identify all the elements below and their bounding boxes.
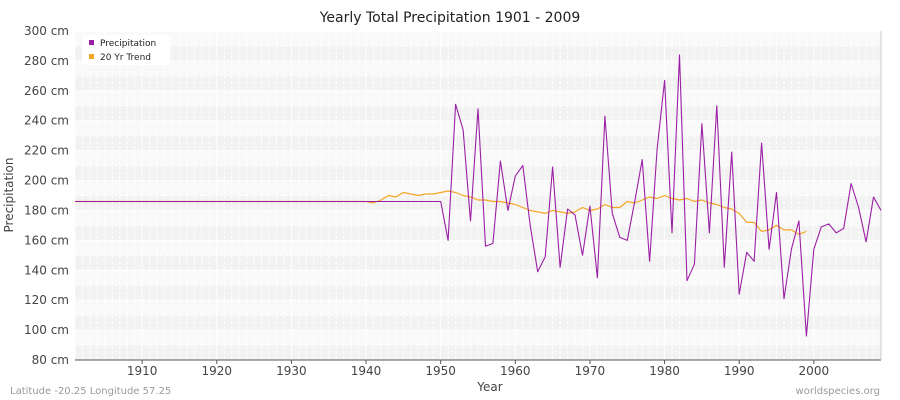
y-tick-label: 100 cm	[24, 323, 69, 337]
series-line-precipitation	[75, 54, 882, 337]
legend: Precipitation 20 Yr Trend	[82, 35, 170, 65]
x-tick-label: 1940	[351, 364, 382, 378]
y-tick-label: 160 cm	[24, 233, 69, 247]
y-tick-label: 280 cm	[24, 54, 69, 68]
x-tick-label: 1960	[500, 364, 531, 378]
legend-swatch-trend	[89, 54, 94, 59]
y-tick-label: 120 cm	[24, 293, 69, 307]
x-tick-label: 2000	[799, 364, 830, 378]
x-tick-label: 1910	[127, 364, 158, 378]
x-axis-label: Year	[476, 380, 502, 394]
legend-swatch-precipitation	[89, 40, 94, 45]
y-tick-label: 200 cm	[24, 174, 69, 188]
y-tick-label: 140 cm	[24, 263, 69, 277]
footer-coordinates: Latitude -20.25 Longitude 57.25	[10, 386, 171, 397]
y-axis-ticks: 80 cm 100 cm 120 cm 140 cm 160 cm 180 cm 200 c…	[24, 24, 69, 367]
series-group	[75, 54, 882, 337]
legend-label-precipitation: Precipitation	[100, 39, 156, 49]
x-tick-label: 1970	[575, 364, 606, 378]
y-tick-label: 220 cm	[24, 144, 69, 158]
x-tick-label: 1990	[724, 364, 755, 378]
y-tick-label: 180 cm	[24, 203, 69, 217]
axes	[75, 31, 882, 361]
y-tick-label: 240 cm	[24, 114, 69, 128]
y-tick-label: 300 cm	[24, 24, 69, 38]
y-tick-label: 260 cm	[24, 84, 69, 98]
chart-title: Yearly Total Precipitation 1901 - 2009	[319, 10, 581, 26]
y-tick-label: 80 cm	[32, 353, 69, 367]
x-tick-label: 1950	[425, 364, 456, 378]
legend-label-trend: 20 Yr Trend	[100, 53, 151, 63]
legend-box	[82, 35, 170, 65]
x-tick-label: 1980	[649, 364, 680, 378]
x-tick-label: 1920	[202, 364, 233, 378]
y-axis-label: Precipitation	[2, 157, 16, 232]
x-tick-label: 1930	[276, 364, 307, 378]
footer-source: worldspecies.org	[796, 386, 880, 397]
x-axis-ticks: 1910 1920 1930 1940 1950 1960 1970 1980 1990 2000	[127, 360, 829, 378]
